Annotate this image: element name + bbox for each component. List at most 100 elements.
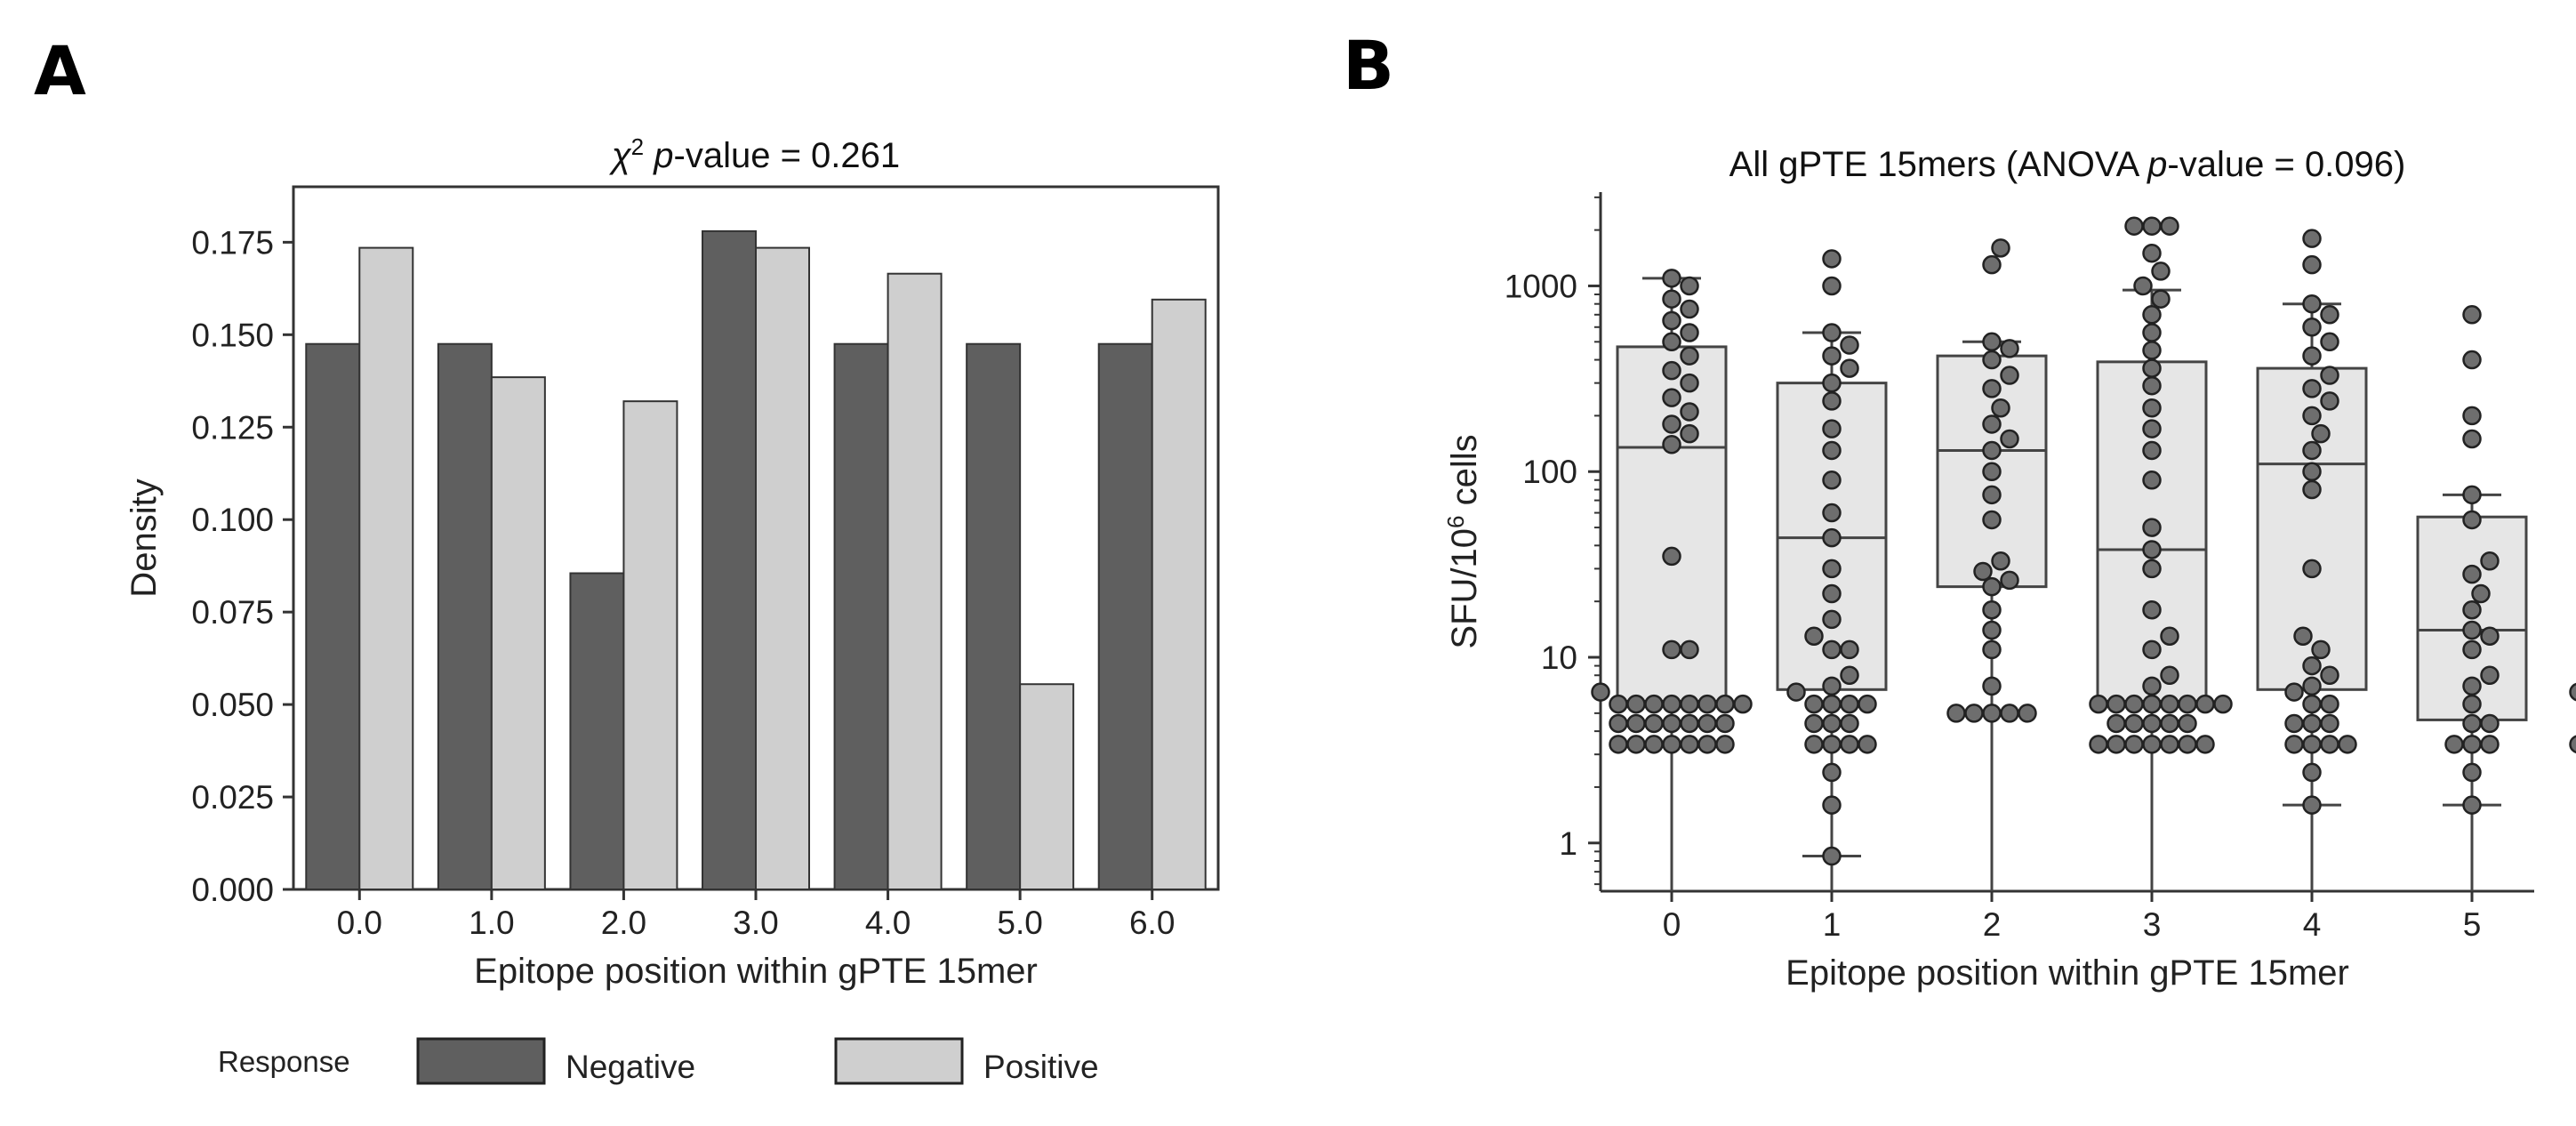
data-point — [2107, 713, 2126, 734]
data-point — [1626, 694, 1646, 714]
data-point — [2320, 665, 2339, 685]
data-point — [2142, 323, 2162, 342]
y-axis-label: SFU/106 cells — [1442, 434, 1484, 648]
data-point — [2302, 676, 2322, 696]
data-point — [1680, 639, 1699, 660]
data-point — [1680, 323, 1699, 342]
data-point — [1822, 373, 1842, 393]
data-point — [2302, 318, 2322, 337]
data-point — [2480, 551, 2500, 571]
legend-label-positive: Positive — [983, 1049, 1099, 1085]
data-point — [1715, 735, 1735, 754]
data-point — [1804, 713, 1824, 734]
data-point — [2320, 332, 2339, 352]
data-point — [1662, 269, 1681, 288]
box-group-1 — [1776, 249, 1888, 891]
data-point — [2462, 676, 2482, 696]
y-tick-label: 100 — [1522, 454, 1577, 490]
box-group-0 — [1591, 269, 1753, 891]
data-point — [1662, 546, 1681, 567]
data-point — [1715, 713, 1735, 734]
data-point — [2462, 429, 2482, 449]
chart-title: χ2 p-value = 0.261 — [609, 133, 900, 175]
data-point — [2293, 626, 2313, 646]
data-point — [1991, 238, 2010, 258]
bar-negative-6.0 — [1097, 342, 1153, 891]
data-point — [2320, 391, 2339, 411]
data-point — [2320, 305, 2339, 325]
panel-b-box-plot: All gPTE 15mers (ANOVA p-value = 0.096) 1… — [1442, 145, 2576, 993]
bar-positive-5.0 — [1019, 683, 1075, 890]
y-tick-label: 10 — [1541, 639, 1577, 676]
y-tick-label: 0.000 — [191, 872, 274, 908]
data-point — [1840, 639, 1859, 660]
data-point — [1822, 527, 1842, 548]
data-point — [1982, 462, 2002, 481]
data-point — [2142, 419, 2162, 438]
bar-positive-0.0 — [358, 246, 414, 890]
data-point — [2284, 682, 2304, 702]
data-point — [1822, 323, 1842, 342]
x-tick-label: 2.0 — [601, 905, 646, 941]
data-point — [1662, 388, 1681, 407]
data-point — [1680, 346, 1699, 366]
data-point — [2178, 735, 2197, 754]
data-point — [2320, 694, 2339, 714]
data-point — [2142, 694, 2162, 714]
data-point — [2160, 626, 2179, 646]
data-point — [2089, 735, 2108, 754]
bar-negative-3.0 — [702, 229, 757, 891]
data-point — [1982, 599, 2002, 620]
data-point — [1697, 713, 1717, 734]
y-tick-label: 1000 — [1505, 268, 1577, 304]
data-point — [2462, 713, 2482, 734]
x-tick-label: 0.0 — [337, 905, 382, 941]
x-axis-label: Epitope position within gPTE 15mer — [1786, 953, 2349, 993]
data-point — [2000, 339, 2019, 358]
x-axis-label: Epitope position within gPTE 15mer — [474, 952, 1038, 991]
data-point — [2160, 694, 2179, 714]
data-point — [2302, 406, 2322, 426]
data-point — [1982, 332, 2002, 352]
data-point — [1804, 626, 1824, 646]
data-point — [2133, 276, 2153, 296]
x-tick-label: 6.0 — [1129, 905, 1175, 941]
data-point — [2569, 735, 2576, 754]
bar-positive-3.0 — [755, 246, 810, 890]
data-point — [1946, 704, 1966, 723]
data-point — [2320, 366, 2339, 385]
data-point — [2195, 735, 2215, 754]
y-tick-label: 1 — [1559, 825, 1577, 862]
data-point — [1662, 289, 1681, 309]
data-point — [2462, 406, 2482, 426]
data-point — [2195, 694, 2215, 714]
data-point — [2018, 704, 2037, 723]
data-point — [2000, 429, 2019, 449]
data-point — [2000, 704, 2019, 723]
data-point — [1840, 335, 1859, 355]
data-point — [2462, 735, 2482, 754]
data-point — [1840, 735, 1859, 754]
bar-negative-0.0 — [305, 342, 361, 891]
data-point — [1662, 694, 1681, 714]
data-point — [1609, 694, 1628, 714]
data-point — [2124, 694, 2144, 714]
data-point — [2462, 510, 2482, 530]
data-point — [1982, 254, 2002, 275]
data-point — [2302, 479, 2322, 500]
data-point — [2284, 735, 2304, 754]
data-point — [2124, 713, 2144, 734]
x-tick-label: 5.0 — [997, 905, 1042, 941]
data-point — [1858, 694, 1877, 714]
data-point — [2151, 289, 2171, 309]
data-point — [1822, 639, 1842, 660]
data-point — [1822, 346, 1842, 366]
data-point — [1822, 846, 1842, 866]
data-point — [2142, 243, 2162, 263]
data-point — [1662, 713, 1681, 734]
data-point — [2302, 294, 2322, 314]
data-point — [2142, 375, 2162, 396]
data-point — [1858, 735, 1877, 754]
y-tick-label: 0.050 — [191, 687, 274, 723]
data-point — [1662, 332, 1681, 352]
